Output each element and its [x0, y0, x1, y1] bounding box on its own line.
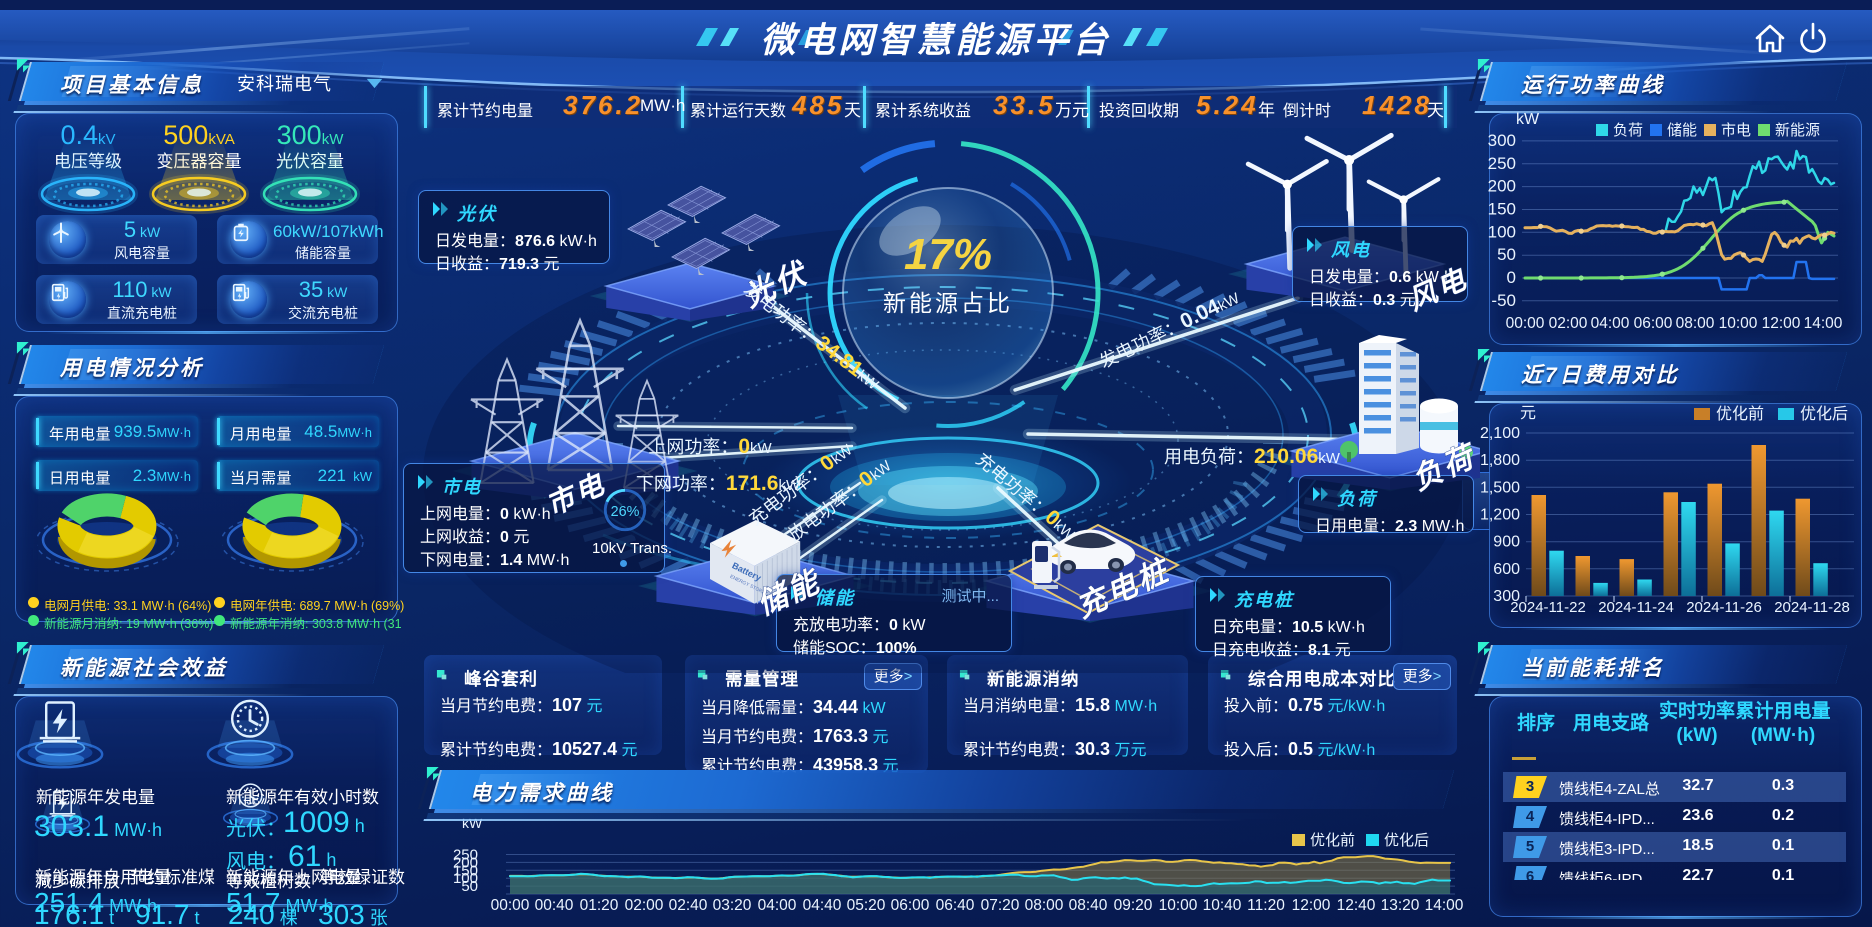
svg-text:10:00: 10:00 [1719, 315, 1758, 332]
svg-text:kW: kW [462, 818, 483, 831]
svg-text:200: 200 [1488, 177, 1516, 196]
svg-text:250: 250 [1488, 154, 1516, 173]
svg-text:04:40: 04:40 [803, 897, 842, 914]
svg-text:优化后: 优化后 [1384, 832, 1429, 849]
svg-text:11:20: 11:20 [1247, 897, 1285, 914]
svg-text:150: 150 [1488, 200, 1516, 219]
svg-text:12:40: 12:40 [1337, 897, 1376, 914]
svg-text:优化前: 优化前 [1716, 405, 1764, 423]
svg-text:-50: -50 [1491, 291, 1516, 310]
svg-text:10:40: 10:40 [1203, 897, 1242, 914]
svg-text:1,800: 1,800 [1480, 452, 1520, 469]
svg-text:2,100: 2,100 [1480, 425, 1520, 442]
svg-text:00:00: 00:00 [491, 897, 530, 914]
svg-text:200: 200 [453, 854, 478, 871]
svg-text:50: 50 [1497, 245, 1516, 264]
svg-text:新能源占比: 新能源占比 [883, 290, 1013, 316]
svg-text:14:00: 14:00 [1425, 897, 1464, 914]
svg-text:300: 300 [1493, 588, 1520, 605]
svg-text:2024-11-24: 2024-11-24 [1598, 599, 1674, 616]
svg-text:14:00: 14:00 [1804, 315, 1843, 332]
svg-text:50: 50 [461, 878, 478, 895]
svg-text:0: 0 [1507, 268, 1516, 287]
svg-text:储能: 储能 [1667, 122, 1697, 139]
svg-text:2024-11-28: 2024-11-28 [1774, 599, 1850, 616]
svg-text:12:00: 12:00 [1292, 897, 1331, 914]
svg-text:08:40: 08:40 [1069, 897, 1108, 914]
svg-text:900: 900 [1493, 534, 1520, 551]
svg-text:26%: 26% [611, 504, 640, 520]
svg-text:1,200: 1,200 [1480, 507, 1520, 524]
svg-text:kW: kW [1516, 111, 1540, 128]
svg-text:00:00: 00:00 [1506, 315, 1545, 332]
svg-text:02:00: 02:00 [625, 897, 664, 914]
svg-text:优化前: 优化前 [1310, 832, 1355, 849]
svg-text:03:20: 03:20 [713, 897, 752, 914]
svg-text:2024-11-22: 2024-11-22 [1510, 599, 1586, 616]
svg-text:09:20: 09:20 [1114, 897, 1153, 914]
svg-text:优化后: 优化后 [1800, 405, 1848, 423]
svg-text:负荷: 负荷 [1613, 122, 1643, 139]
svg-text:1,500: 1,500 [1480, 479, 1520, 496]
svg-text:600: 600 [1493, 561, 1520, 578]
svg-text:04:00: 04:00 [1591, 315, 1630, 332]
svg-text:06:40: 06:40 [936, 897, 975, 914]
svg-text:2024-11-26: 2024-11-26 [1686, 599, 1762, 616]
svg-text:新能源: 新能源 [1775, 122, 1820, 139]
svg-text:元: 元 [1520, 405, 1536, 422]
svg-text:150: 150 [453, 862, 478, 879]
svg-text:08:00: 08:00 [1676, 315, 1715, 332]
svg-text:06:00: 06:00 [891, 897, 930, 914]
svg-text:12:00: 12:00 [1762, 315, 1801, 332]
svg-text:微电网智慧能源平台: 微电网智慧能源平台 [760, 21, 1111, 60]
svg-text:05:20: 05:20 [847, 897, 886, 914]
svg-text:100: 100 [1488, 222, 1516, 241]
svg-text:08:00: 08:00 [1025, 897, 1064, 914]
svg-text:市电: 市电 [1721, 122, 1751, 139]
svg-text:250: 250 [453, 847, 478, 864]
svg-text:13:20: 13:20 [1381, 897, 1420, 914]
svg-text:01:20: 01:20 [580, 897, 619, 914]
svg-text:300: 300 [1488, 131, 1516, 150]
svg-text:02:40: 02:40 [669, 897, 708, 914]
svg-text:17%: 17% [904, 230, 992, 279]
svg-text:04:00: 04:00 [758, 897, 797, 914]
svg-text:02:00: 02:00 [1549, 315, 1588, 332]
svg-text:00:40: 00:40 [535, 897, 574, 914]
svg-text:10:00: 10:00 [1159, 897, 1198, 914]
svg-text:07:20: 07:20 [981, 897, 1020, 914]
svg-text:100: 100 [453, 870, 478, 887]
svg-text:06:00: 06:00 [1634, 315, 1673, 332]
